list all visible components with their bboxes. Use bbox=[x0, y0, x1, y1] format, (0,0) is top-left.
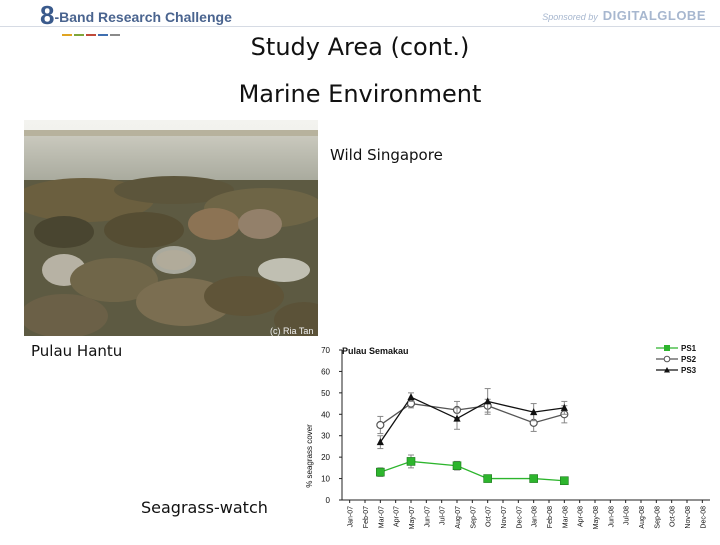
chart-x-tick-label: Jul-07 bbox=[440, 506, 447, 525]
chart-x-tick-label: Sep-08 bbox=[654, 506, 661, 529]
chart-y-tick-label: 0 bbox=[326, 496, 331, 505]
chart-x-tick-label: Nov-08 bbox=[685, 506, 692, 529]
slide-subtitle: Marine Environment bbox=[238, 80, 482, 108]
header-bar: 8 -Band Research Challenge Sponsored by … bbox=[0, 0, 720, 36]
chart-x-tick-label: Feb-08 bbox=[547, 506, 554, 528]
chart-x-tick-label: Jun-08 bbox=[608, 506, 615, 528]
chart-x-tick-label: Jun-07 bbox=[424, 506, 431, 528]
chart-point-ps3 bbox=[376, 438, 384, 446]
chart-x-tick-label: Jan-07 bbox=[348, 506, 355, 528]
chart-point-ps1 bbox=[483, 474, 492, 483]
legend-label-ps3: PS3 bbox=[681, 366, 697, 375]
sponsor-name: DIGITALGLOBE bbox=[602, 8, 706, 23]
chart-point-ps3 bbox=[560, 403, 568, 411]
logo-color-strip bbox=[62, 23, 136, 36]
chart-series-line-ps2 bbox=[379, 402, 565, 426]
chart-y-tick-label: 70 bbox=[321, 346, 330, 355]
chart-y-axis-label: % seagrass cover bbox=[305, 424, 314, 488]
chart-series-line-ps3 bbox=[379, 396, 565, 443]
sponsor-logo: Sponsored by DIGITALGLOBE bbox=[542, 8, 706, 23]
logo-mark: 8 bbox=[40, 0, 55, 30]
chart-caption-seagrass-watch: Seagrass-watch bbox=[141, 498, 268, 517]
chart-title: Pulau Semakau bbox=[342, 346, 409, 356]
logo-text: -Band Research Challenge bbox=[54, 8, 232, 25]
chart-x-tick-label: Apr-08 bbox=[578, 506, 585, 527]
chart-x-tick-label: Apr-07 bbox=[394, 506, 401, 527]
chart-point-ps1 bbox=[376, 467, 385, 477]
chart-x-tick-label: Oct-08 bbox=[670, 506, 677, 527]
chart-point-ps3 bbox=[530, 408, 538, 416]
chart-x-tick-label: Mar-07 bbox=[378, 506, 385, 528]
legend-label-ps1: PS1 bbox=[681, 344, 697, 353]
chart-x-tick-label: Feb-07 bbox=[363, 506, 370, 528]
chart-x-tick-label: Oct-07 bbox=[486, 506, 493, 527]
chart-point-ps3 bbox=[453, 414, 461, 422]
chart-x-tick-label: Dec-07 bbox=[516, 506, 523, 529]
chart-x-tick-label: Aug-08 bbox=[639, 506, 646, 529]
challenge-logo: 8 -Band Research Challenge bbox=[40, 0, 232, 30]
legend-marker-ps1 bbox=[664, 345, 670, 351]
chart-point-ps1 bbox=[529, 474, 538, 483]
seagrass-chart: Pulau Semakau % seagrass cover 0 10 20 30 40… bbox=[300, 336, 720, 540]
legend-marker-ps3 bbox=[664, 367, 670, 373]
seagrass-chart-svg: Pulau Semakau % seagrass cover 0 10 20 30 40… bbox=[305, 344, 710, 529]
header-divider bbox=[0, 26, 720, 27]
chart-y-tick-label: 10 bbox=[321, 475, 330, 484]
slide-title: Study Area (cont.) bbox=[250, 33, 470, 61]
photo-credit: (c) Ria Tan bbox=[270, 326, 314, 336]
legend-label-ps2: PS2 bbox=[681, 355, 697, 364]
chart-x-tick-label: Aug-07 bbox=[455, 506, 462, 529]
chart-x-tick-label: May-08 bbox=[593, 506, 600, 529]
chart-x-tick-label: Nov-07 bbox=[501, 506, 508, 529]
chart-x-tick-label: Mar-08 bbox=[562, 506, 569, 528]
chart-x-tick-label: Jan-08 bbox=[532, 506, 539, 528]
chart-point-ps1 bbox=[452, 461, 462, 471]
chart-point-ps1 bbox=[560, 476, 569, 486]
photo-caption-pulau-hantu: Pulau Hantu bbox=[31, 342, 123, 360]
chart-point-ps1 bbox=[406, 457, 416, 466]
chart-point-ps3 bbox=[407, 393, 415, 401]
reef-photo-image bbox=[24, 120, 318, 336]
chart-point-ps2 bbox=[376, 420, 385, 430]
chart-y-tick-label: 20 bbox=[321, 453, 330, 462]
chart-x-tick-label: Sep-07 bbox=[470, 506, 477, 529]
chart-series-line-ps1 bbox=[380, 460, 565, 482]
chart-point-ps3 bbox=[484, 397, 492, 405]
chart-x-tick-label: Jul-08 bbox=[624, 506, 631, 525]
chart-y-tick-label: 40 bbox=[321, 410, 330, 419]
chart-y-tick-label: 30 bbox=[321, 432, 330, 441]
chart-x-tick-label: May-07 bbox=[409, 506, 416, 529]
reef-photo: (c) Ria Tan bbox=[24, 120, 318, 336]
photo-caption-wild-singapore: Wild Singapore bbox=[330, 146, 443, 164]
chart-x-tick-label: Dec-08 bbox=[700, 506, 707, 529]
chart-y-tick-label: 60 bbox=[321, 367, 330, 376]
legend-marker-ps2 bbox=[663, 355, 671, 363]
chart-plot-area: 0 10 20 30 40 50 60 70 Jan-07 Feb-07 Mar-07 Apr-07 M… bbox=[321, 344, 710, 529]
sponsor-prefix: Sponsored by bbox=[542, 12, 598, 22]
chart-y-tick-label: 50 bbox=[321, 389, 330, 398]
